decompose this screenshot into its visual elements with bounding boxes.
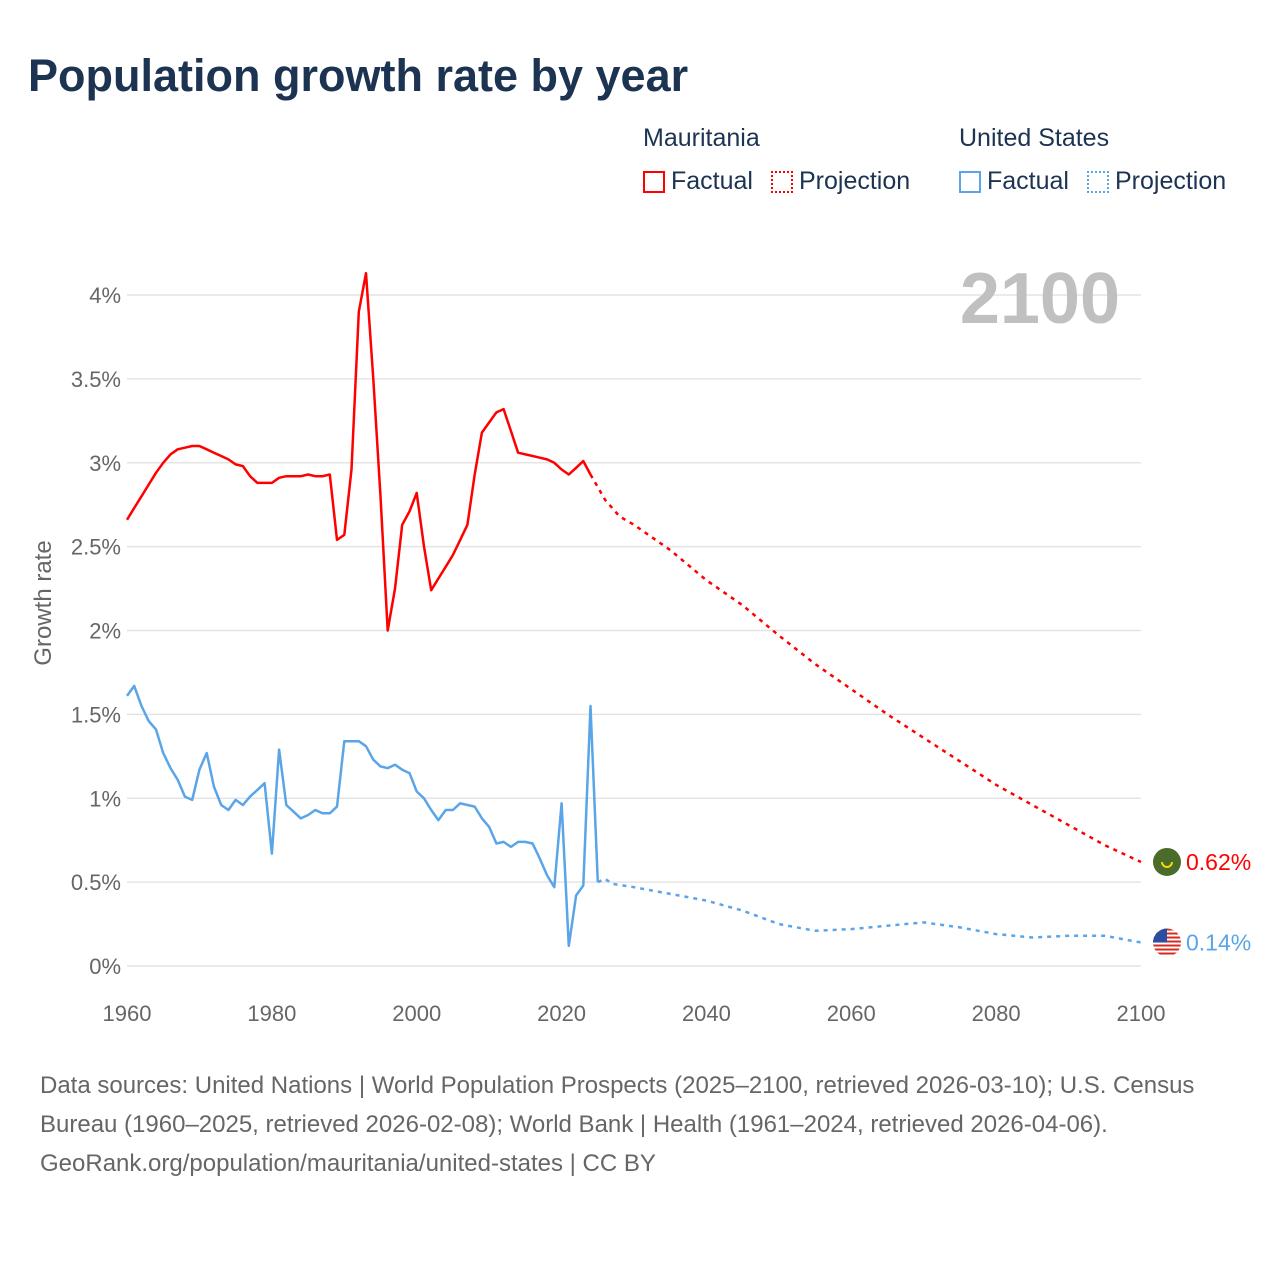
- x-tick-label: 1960: [103, 1001, 152, 1026]
- x-tick-label: 2060: [827, 1001, 876, 1026]
- solid-swatch-icon: [643, 170, 665, 193]
- y-tick-label: 0%: [89, 954, 121, 979]
- dotted-swatch-icon: [770, 170, 793, 193]
- legend-mauritania-projection[interactable]: Projection: [770, 167, 911, 196]
- y-tick-label: 1%: [89, 786, 121, 811]
- mauritania-flag-icon: [1153, 847, 1181, 876]
- footer: Data sources: United Nations | World Pop…: [40, 1066, 1230, 1183]
- x-tick-label: 2040: [682, 1001, 731, 1026]
- x-tick-label: 2020: [537, 1001, 586, 1026]
- flag-stripe: [1153, 948, 1181, 951]
- legend-label: Factual: [671, 167, 753, 195]
- y-tick-label: 1.5%: [71, 702, 121, 727]
- legend-us-factual[interactable]: Factual: [959, 167, 1069, 196]
- legend-label: Projection: [798, 167, 911, 195]
- y-tick-label: 2.5%: [71, 535, 121, 560]
- y-tick-label: 3%: [89, 451, 121, 476]
- flag-body: [1153, 928, 1181, 957]
- credit-link[interactable]: GeoRank.org/population/mauritania/united…: [40, 1150, 656, 1177]
- mauritania-projection-line: [589, 473, 1142, 864]
- legend-group-name: Mauritania: [643, 124, 760, 152]
- data-sources: Data sources: United Nations | World Pop…: [40, 1072, 1195, 1138]
- year-watermark: 2100: [960, 259, 1120, 339]
- y-tick-label: 4%: [89, 283, 121, 308]
- legend-mauritania: Mauritania Factual Projection: [643, 124, 910, 196]
- y-axis-label: Growth rate: [30, 540, 57, 665]
- legend-us-projection[interactable]: Projection: [1086, 167, 1227, 196]
- x-tick-label: 2000: [392, 1001, 441, 1026]
- y-tick-label: 2%: [89, 619, 121, 644]
- legend-label: Projection: [1114, 167, 1227, 195]
- legend-mauritania-factual[interactable]: Factual: [643, 167, 753, 196]
- x-tick-label: 2080: [972, 1001, 1021, 1026]
- legend-group-name: United States: [959, 124, 1110, 152]
- united-states-projection-line: [597, 877, 1142, 944]
- plot-area: 0% 0.5% 1% 1.5% 2% 2.5% 3% 3.5% 4% 1960 1980 2000 20…: [30, 259, 1251, 1026]
- mauritania-end-label: 0.62%: [1186, 849, 1251, 875]
- mauritania-factual-line: [125, 271, 592, 632]
- legend-label: Factual: [987, 167, 1069, 195]
- flag-stripe: [1153, 952, 1181, 955]
- united-states-end-label: 0.14%: [1186, 930, 1251, 956]
- dotted-swatch-icon: [1086, 170, 1109, 193]
- us-flag-icon: [1153, 928, 1181, 957]
- x-tick-label: 1980: [247, 1001, 296, 1026]
- solid-swatch-icon: [959, 170, 981, 193]
- crescent-icon: [1161, 861, 1173, 868]
- y-tick-label: 0.5%: [71, 870, 121, 895]
- flag-canton: [1153, 928, 1167, 943]
- chart-title: Population growth rate by year: [28, 50, 689, 101]
- legend-united-states: United States Factual Projection: [959, 124, 1226, 196]
- x-tick-label: 2100: [1117, 1001, 1166, 1026]
- flag-stripe: [1153, 944, 1181, 947]
- united-states-factual-line: [125, 684, 600, 948]
- y-tick-label: 3.5%: [71, 367, 121, 392]
